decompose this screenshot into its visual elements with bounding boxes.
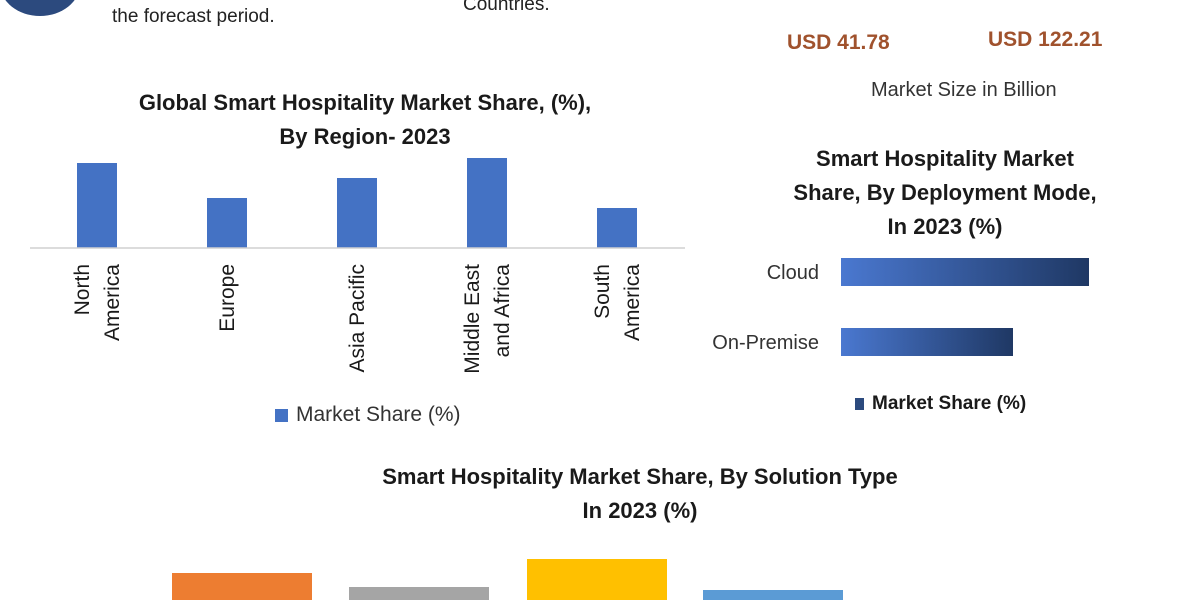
region-bar [207,198,247,248]
company-logo [0,0,80,16]
deployment-tick-label: Cloud [767,262,819,284]
market-size-2023: USD 41.78 [787,31,890,54]
market-size-forecast: USD 122.21 [988,28,1103,51]
region-tick-label: Asia Pacific [346,264,369,373]
region-tick-label: Europe [216,264,239,332]
deployment-chart: Cloud On-Premise [712,258,1089,356]
region-bar [467,158,507,248]
solution-bar [349,587,489,600]
region-tick-label: South America [591,264,644,341]
solution-bar [172,573,312,600]
header-mid-text: Countries. [463,0,550,15]
region-legend-label: Market Share (%) [296,403,461,426]
region-tick-label: Middle East and Africa [461,264,514,374]
deployment-tick-label: On-Premise [712,332,819,354]
solution-bar [703,590,843,600]
region-bar [337,178,377,248]
region-chart-title: Global Smart Hospitality Market Share, (… [138,90,592,149]
deployment-bar [841,258,1089,286]
header-left-text: the forecast period. [112,6,275,27]
region-bar [77,163,117,248]
solution-chart-title: Smart Hospitality Market Share, By Solut… [382,464,898,523]
region-legend-swatch [275,408,288,422]
market-size-label: Market Size in Billion [871,79,1057,101]
region-legend: Market Share (%) [275,403,461,427]
solution-chart [172,559,843,600]
deployment-legend-swatch [855,398,864,410]
region-tick-label: North America [71,264,124,341]
deployment-chart-title: Smart Hospitality Market Share, By Deplo… [793,146,1097,239]
deployment-legend-label: Market Share (%) [872,393,1027,414]
region-bar [597,208,637,248]
deployment-legend: Market Share (%) [855,393,1026,415]
deployment-bar [841,328,1013,356]
solution-bar [527,559,667,600]
region-chart: North America Europe Asia Pacific Middle Eas… [30,158,685,374]
